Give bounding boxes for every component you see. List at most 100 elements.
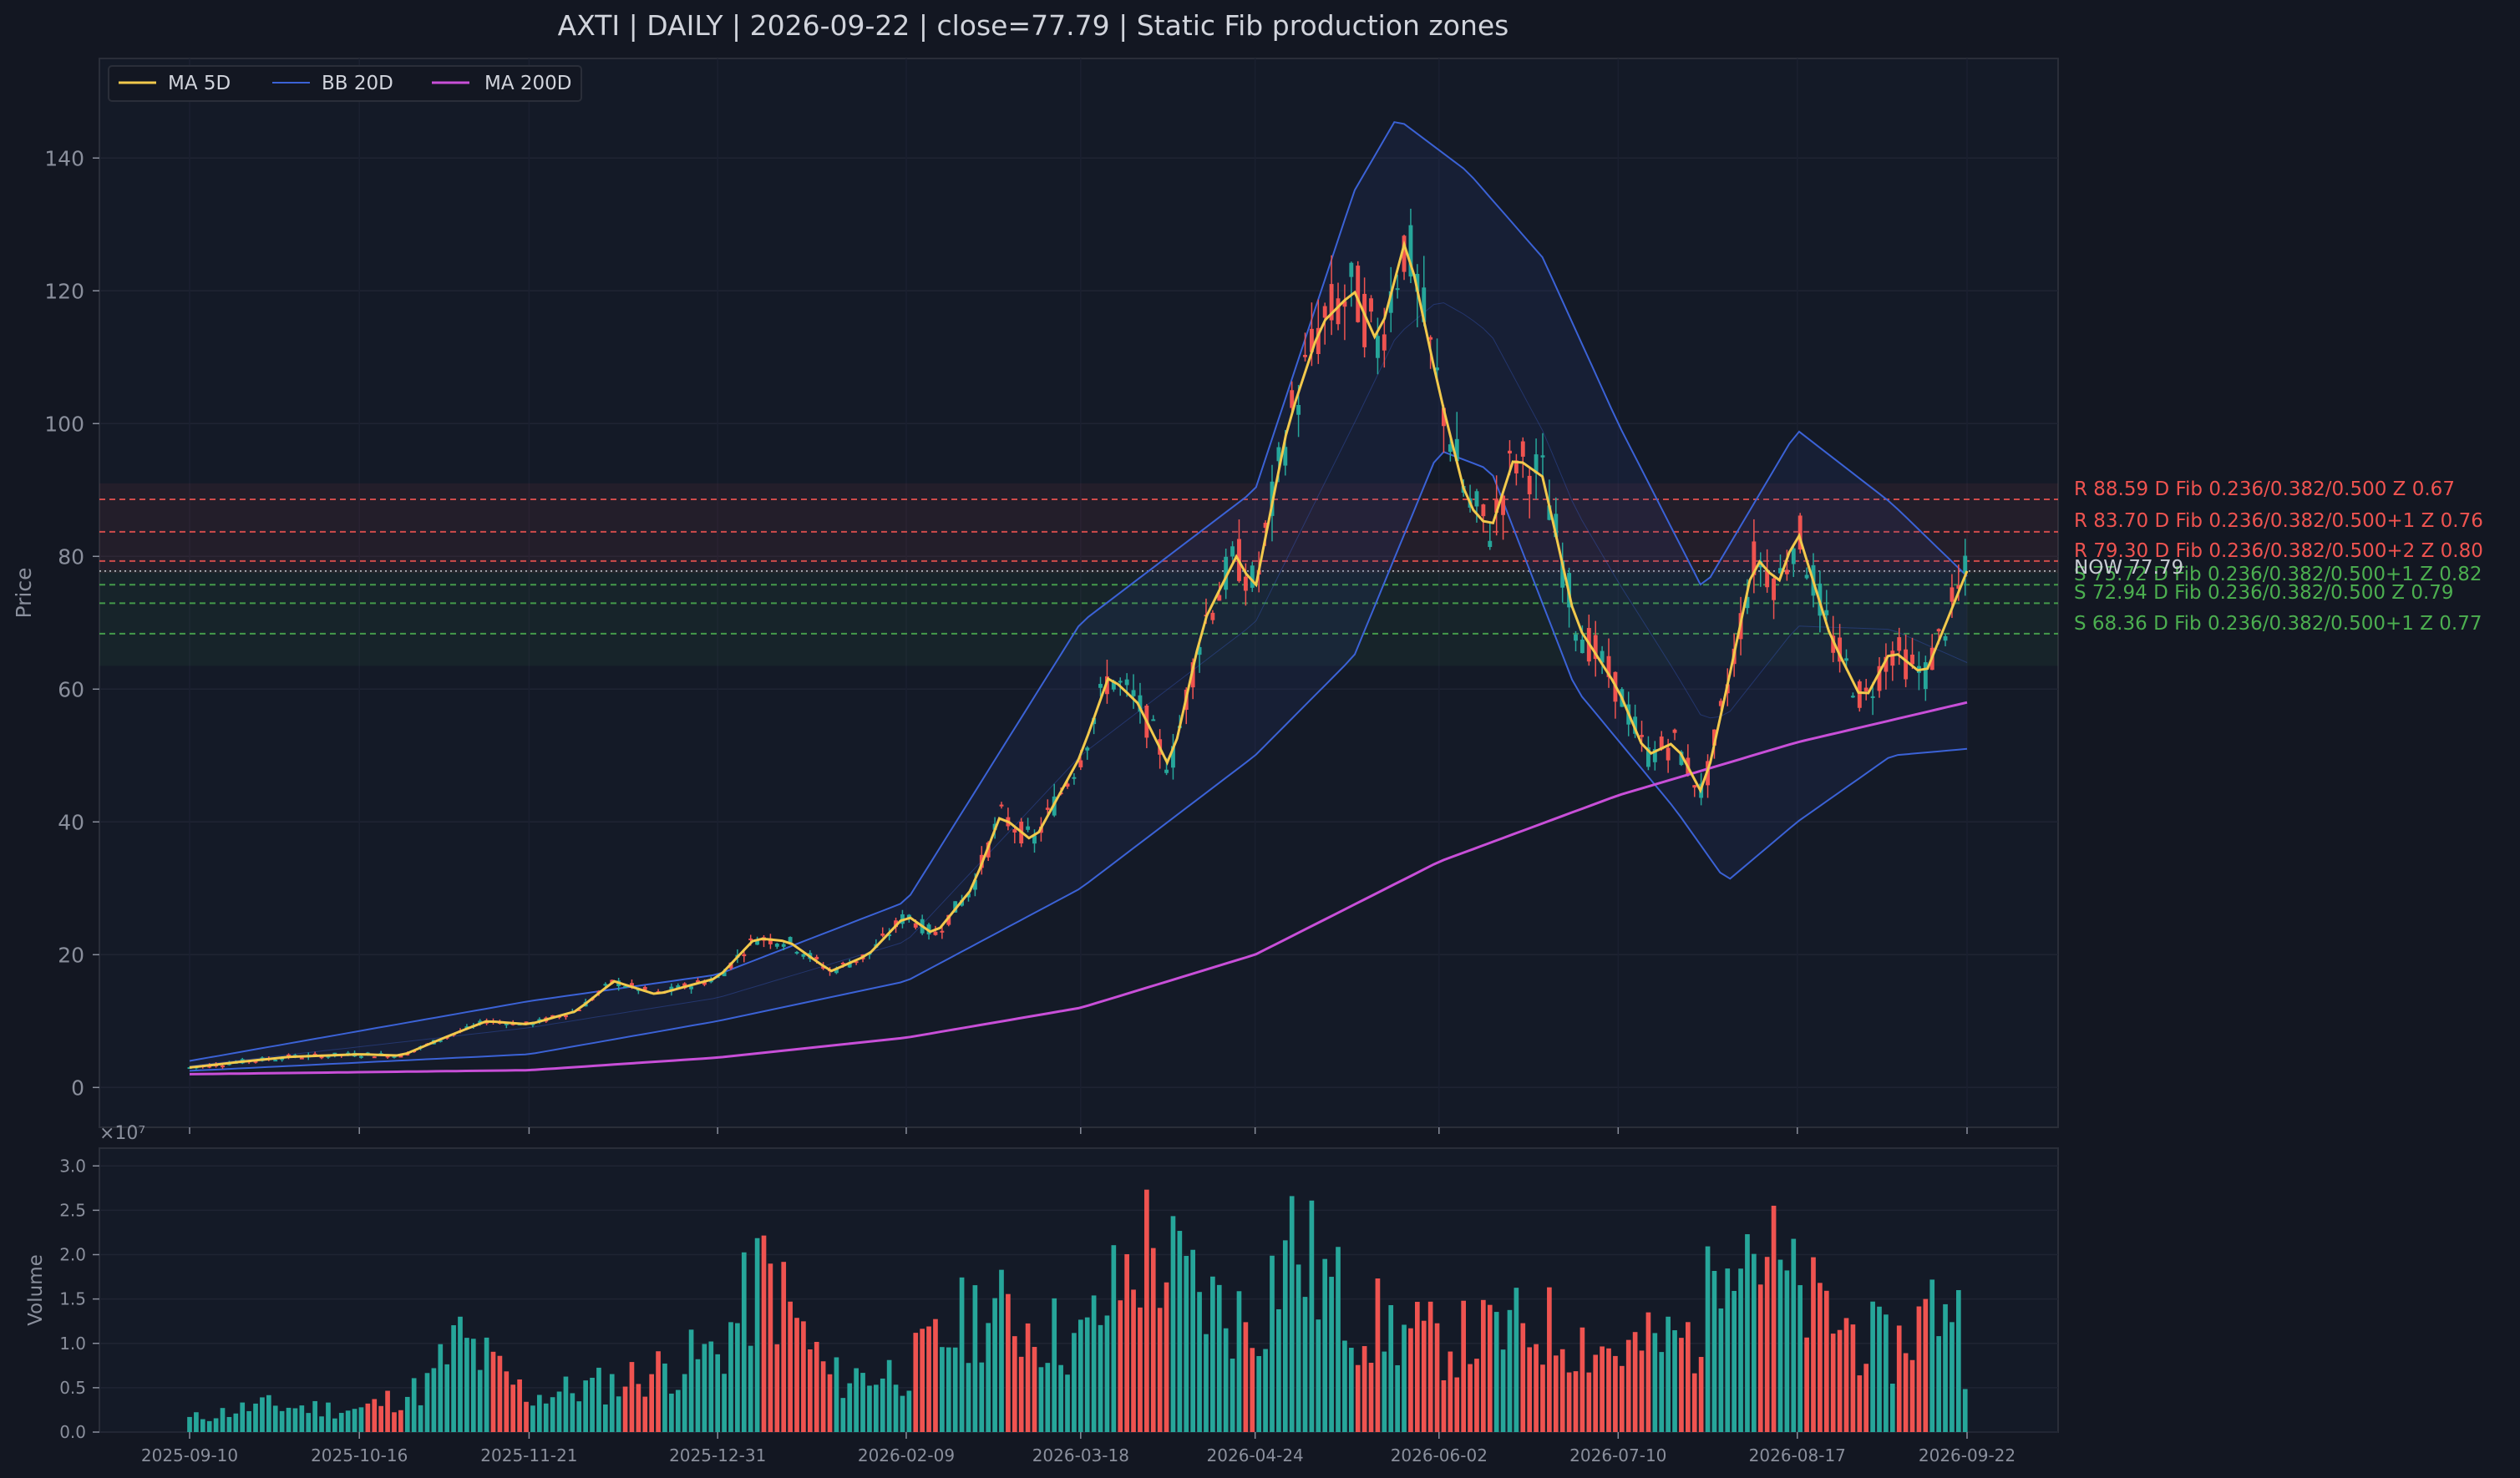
volume-bar	[1336, 1247, 1341, 1432]
volume-bar	[880, 1378, 885, 1432]
volume-bar	[1348, 1348, 1354, 1432]
candle-body	[1824, 610, 1829, 615]
legend-ma200-label: MA 200D	[484, 73, 572, 94]
volume-bar	[1025, 1323, 1031, 1432]
volume-bar	[662, 1363, 667, 1432]
candle-body	[894, 920, 898, 928]
resistance-level-label: R 79.30 D Fib 0.236/0.382/0.500+2 Z 0.80	[2074, 540, 2483, 562]
candle-body	[755, 940, 760, 945]
volume-bar	[504, 1371, 510, 1432]
volume-bar	[1804, 1337, 1809, 1432]
resistance-zone	[99, 483, 2058, 574]
candle-body	[788, 937, 793, 943]
volume-bar	[1718, 1308, 1724, 1432]
volume-bar	[1382, 1351, 1387, 1432]
candle-body	[1388, 291, 1393, 313]
candle-body	[1098, 684, 1103, 688]
volume-bar	[1223, 1328, 1229, 1432]
candle-body	[1672, 729, 1677, 733]
candle-body	[563, 1015, 568, 1018]
volume-bar	[860, 1373, 865, 1432]
support-level-label: S 68.36 D Fib 0.236/0.382/0.500+1 Z 0.77	[2074, 613, 2482, 635]
candle-body	[438, 1040, 443, 1042]
candle-body	[1303, 354, 1307, 357]
volume-bar	[722, 1374, 727, 1432]
candle-body	[1197, 646, 1202, 655]
moving-averages	[189, 240, 1969, 1076]
volume-bar	[1045, 1363, 1051, 1432]
volume-bar	[1098, 1324, 1103, 1432]
candle-body	[1844, 658, 1848, 661]
volume-bar	[517, 1379, 522, 1432]
volume-bar	[992, 1298, 997, 1432]
candle-body	[221, 1065, 225, 1068]
volume-bar	[979, 1362, 985, 1432]
volume-bar	[1791, 1238, 1797, 1432]
candle-body	[1263, 523, 1268, 529]
volume-bar	[1322, 1258, 1328, 1432]
volume-bar	[1236, 1291, 1242, 1432]
volume-bar	[1316, 1319, 1321, 1432]
candle-body	[1342, 301, 1347, 307]
volume-axis: 0.0 0.5 1.0 1.5 2.0 2.5 3.0	[59, 1156, 99, 1442]
volume-bar	[292, 1408, 298, 1432]
volume-bar	[1850, 1324, 1856, 1432]
candle-body	[1164, 769, 1169, 773]
volume-bar	[1058, 1364, 1063, 1432]
candle-body	[1850, 696, 1855, 698]
candle-body	[1943, 635, 1948, 641]
candle-body	[972, 879, 977, 890]
candle-body	[1560, 560, 1565, 588]
volume-bar	[266, 1394, 271, 1432]
candle-body	[1422, 287, 1427, 322]
candle-body	[1072, 777, 1077, 779]
volume-bar	[834, 1357, 839, 1432]
volume-bar	[926, 1326, 931, 1432]
volume-bar	[1402, 1324, 1407, 1432]
volume-bar	[1659, 1352, 1665, 1432]
support-level-label: S 72.94 D Fib 0.236/0.382/0.500 Z 0.79	[2074, 582, 2454, 604]
candle-body	[768, 938, 773, 944]
candle-body	[1138, 695, 1143, 712]
volume-bar	[1190, 1249, 1196, 1432]
candle-body	[1520, 441, 1525, 457]
candle-body	[702, 981, 707, 985]
volume-bar	[1738, 1268, 1743, 1432]
volume-bar	[1256, 1355, 1262, 1432]
volume-bar	[1843, 1318, 1849, 1432]
volume-bar	[695, 1359, 701, 1432]
candle-body	[1316, 327, 1321, 355]
volume-bar	[576, 1401, 582, 1432]
price-axis-label: Price	[12, 568, 36, 619]
volume-bar	[1784, 1270, 1790, 1432]
candle-body	[1606, 655, 1611, 677]
volume-bar	[1144, 1189, 1149, 1432]
candle-body	[312, 1053, 317, 1055]
volume-bar	[886, 1359, 892, 1432]
volume-bar	[688, 1329, 694, 1432]
volume-bar	[372, 1399, 378, 1432]
volume-bar	[616, 1396, 621, 1432]
volume-bar	[200, 1419, 205, 1432]
price-tick-label: 80	[58, 544, 84, 569]
volume-bar	[1309, 1200, 1315, 1432]
volume-bar	[940, 1347, 945, 1432]
volume-bar	[1691, 1373, 1697, 1432]
candle-body	[1488, 540, 1493, 548]
volume-bar	[306, 1413, 312, 1432]
volume-bar	[1686, 1322, 1691, 1432]
candle-body	[801, 954, 806, 957]
volume-bar	[1514, 1288, 1519, 1432]
candle-body	[946, 914, 951, 925]
volume-bar	[279, 1410, 285, 1432]
volume-bar	[1355, 1364, 1361, 1432]
candle-body	[953, 901, 958, 913]
volume-bar	[1652, 1333, 1658, 1432]
volume-bar	[1481, 1299, 1486, 1432]
candle-body	[1784, 569, 1789, 574]
volume-bar	[524, 1401, 529, 1432]
support-level-label: S 75.72 D Fib 0.236/0.382/0.500+1 Z 0.82	[2074, 564, 2482, 585]
candle-body	[1514, 460, 1519, 473]
candle-body	[1032, 835, 1037, 844]
